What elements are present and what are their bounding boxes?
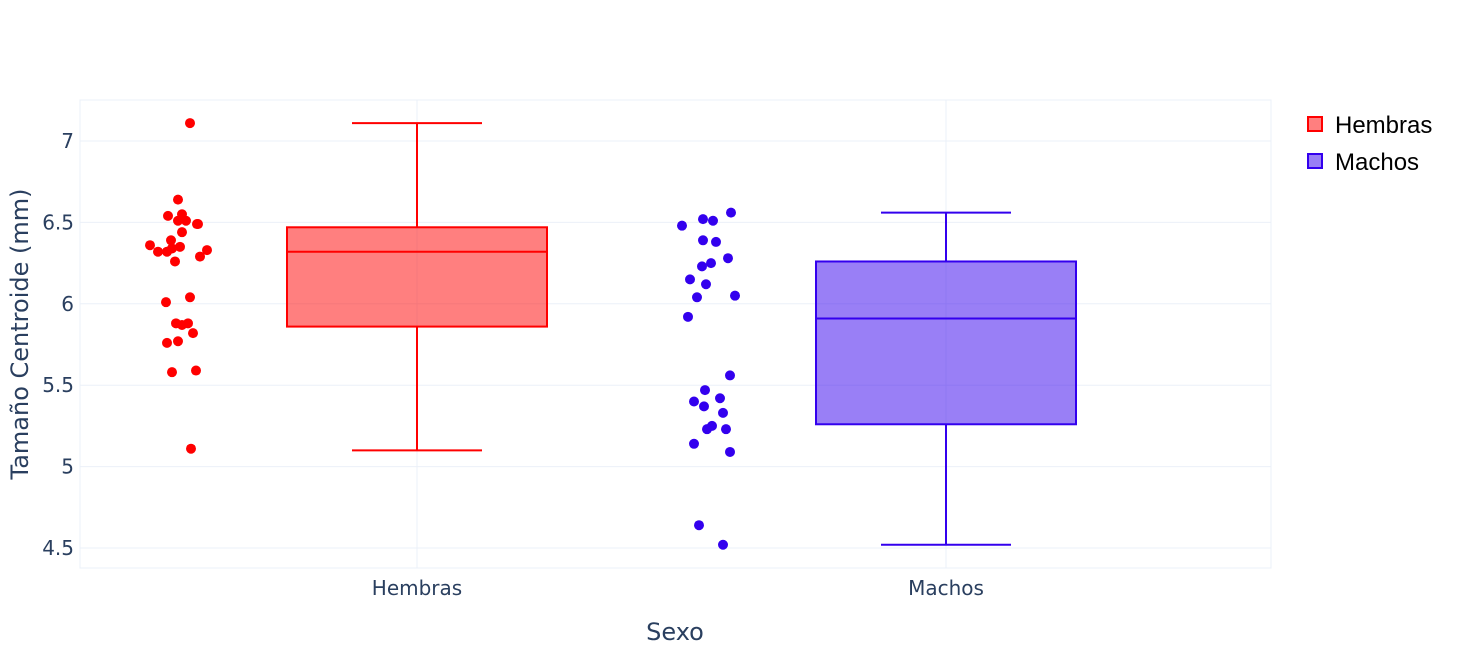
plot-area <box>79 99 1272 569</box>
traces <box>145 118 1077 550</box>
data-point[interactable] <box>721 424 731 435</box>
data-point[interactable] <box>689 438 699 449</box>
data-point[interactable] <box>177 227 187 238</box>
legend-swatch-icon <box>1307 153 1323 169</box>
data-point[interactable] <box>192 219 202 230</box>
y-tick-label: 5 <box>61 455 74 479</box>
data-point[interactable] <box>191 365 201 376</box>
y-tick-label: 5.5 <box>42 373 74 397</box>
box-iqr[interactable] <box>286 226 548 328</box>
data-point[interactable] <box>692 292 702 303</box>
y-axis-title: Tamaño Centroide (mm) <box>6 189 34 481</box>
data-point[interactable] <box>718 407 728 418</box>
data-point[interactable] <box>161 297 171 308</box>
data-point[interactable] <box>698 235 708 246</box>
data-point[interactable] <box>166 235 176 246</box>
data-point[interactable] <box>702 424 712 435</box>
data-point[interactable] <box>694 520 704 531</box>
data-point[interactable] <box>173 194 183 205</box>
data-point[interactable] <box>188 328 198 339</box>
data-point[interactable] <box>725 446 735 457</box>
data-point[interactable] <box>706 258 716 269</box>
data-point[interactable] <box>145 240 155 251</box>
data-point[interactable] <box>723 253 733 264</box>
data-point[interactable] <box>677 220 687 231</box>
legend: Hembras Machos <box>1307 112 1432 176</box>
legend-label: Hembras <box>1335 112 1432 139</box>
x-tick-label: Hembras <box>372 576 462 600</box>
data-point[interactable] <box>177 319 187 330</box>
data-point[interactable] <box>683 311 693 322</box>
data-point[interactable] <box>715 393 725 404</box>
trace-hembras <box>145 118 548 454</box>
legend-label: Machos <box>1335 149 1419 176</box>
x-axis-ticks: Hembras Machos <box>372 576 984 600</box>
data-point[interactable] <box>175 241 185 252</box>
data-point[interactable] <box>186 443 196 454</box>
data-point[interactable] <box>163 210 173 221</box>
y-tick-label: 4.5 <box>42 536 74 560</box>
data-point[interactable] <box>726 207 736 218</box>
data-point[interactable] <box>711 236 721 247</box>
y-tick-label: 6.5 <box>42 210 74 234</box>
data-point[interactable] <box>185 118 195 129</box>
y-axis-ticks: 4.5 5 5.5 6 6.5 7 <box>42 129 74 560</box>
data-point[interactable] <box>701 279 711 290</box>
data-point[interactable] <box>153 246 163 257</box>
data-point[interactable] <box>181 215 191 226</box>
data-point[interactable] <box>698 214 708 225</box>
data-point[interactable] <box>185 292 195 303</box>
data-point[interactable] <box>730 290 740 301</box>
y-tick-label: 6 <box>61 292 74 316</box>
data-point[interactable] <box>725 370 735 381</box>
data-point[interactable] <box>162 337 172 348</box>
x-axis-title: Sexo <box>646 618 704 646</box>
data-point[interactable] <box>195 251 205 262</box>
legend-item-hembras[interactable]: Hembras <box>1307 112 1432 139</box>
legend-item-machos[interactable]: Machos <box>1307 149 1419 176</box>
data-point[interactable] <box>202 245 212 256</box>
y-tick-label: 7 <box>61 129 74 153</box>
data-point[interactable] <box>700 385 710 396</box>
data-point[interactable] <box>167 367 177 378</box>
trace-machos <box>677 207 1077 550</box>
data-point[interactable] <box>689 396 699 407</box>
data-point[interactable] <box>699 401 709 412</box>
data-point[interactable] <box>173 215 183 226</box>
data-point[interactable] <box>173 336 183 347</box>
data-point[interactable] <box>685 274 695 285</box>
data-point[interactable] <box>708 215 718 226</box>
data-point[interactable] <box>167 243 177 254</box>
box-iqr[interactable] <box>815 260 1077 426</box>
data-point[interactable] <box>697 261 707 272</box>
data-point[interactable] <box>718 539 728 550</box>
data-point[interactable] <box>170 256 180 267</box>
legend-swatch-icon <box>1307 116 1323 132</box>
grid-lines <box>80 100 1271 568</box>
x-tick-label: Machos <box>908 576 984 600</box>
